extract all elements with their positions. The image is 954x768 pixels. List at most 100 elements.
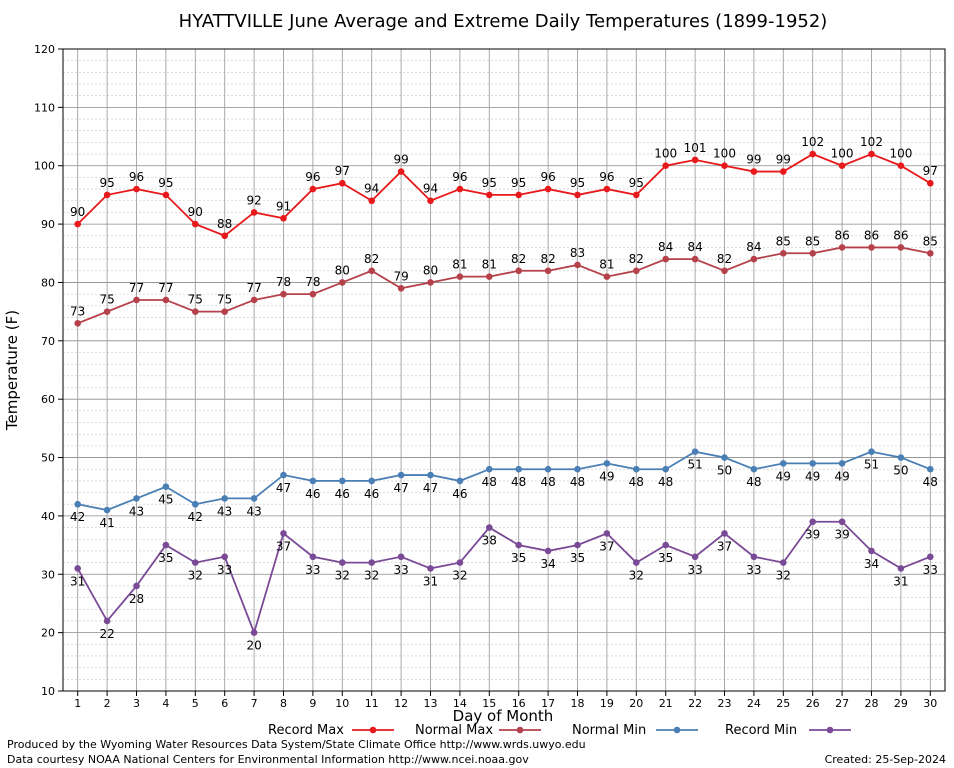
data-label: 31: [70, 574, 85, 588]
data-label: 45: [158, 493, 173, 507]
data-label: 102: [801, 135, 824, 149]
data-label: 75: [217, 293, 232, 307]
data-label: 92: [246, 193, 261, 207]
x-tick-label: 19: [600, 697, 614, 710]
x-tick-label: 6: [221, 697, 228, 710]
data-label: 48: [923, 475, 938, 489]
data-label: 38: [482, 534, 497, 548]
data-label: 35: [511, 551, 526, 565]
x-tick-label: 27: [835, 697, 849, 710]
chart-title: HYATTVILLE June Average and Extreme Dail…: [179, 11, 828, 32]
data-label: 32: [335, 569, 350, 583]
data-label: 46: [335, 487, 350, 501]
data-point: [838, 162, 846, 170]
data-label: 86: [864, 228, 879, 242]
data-point: [486, 524, 493, 531]
data-label: 78: [305, 275, 320, 289]
data-label: 81: [482, 258, 497, 272]
data-point: [280, 290, 287, 298]
data-label: 48: [570, 475, 585, 489]
data-label: 88: [217, 217, 232, 231]
data-label: 50: [717, 464, 732, 478]
data-point: [339, 559, 346, 566]
data-label: 102: [860, 135, 883, 149]
data-point: [74, 500, 81, 508]
data-point: [633, 559, 640, 566]
y-tick-label: 70: [41, 335, 55, 348]
data-point: [192, 308, 199, 315]
x-tick-label: 11: [365, 697, 379, 710]
data-point: [280, 471, 287, 479]
data-label: 37: [276, 539, 291, 553]
data-label: 28: [129, 592, 144, 606]
data-point: [221, 232, 228, 240]
x-axis-label: Day of Month: [453, 707, 554, 725]
data-label: 42: [70, 510, 85, 524]
data-point: [280, 214, 287, 222]
data-label: 35: [658, 551, 673, 565]
data-label: 77: [129, 281, 144, 295]
data-point: [162, 483, 170, 491]
data-label: 96: [540, 170, 555, 184]
data-point: [574, 261, 581, 269]
data-point: [603, 273, 611, 280]
data-label: 33: [687, 563, 702, 577]
data-point: [721, 162, 728, 170]
data-point: [662, 465, 669, 473]
data-label: 84: [687, 240, 702, 254]
data-label: 82: [511, 252, 526, 266]
data-label: 90: [70, 205, 85, 219]
data-point: [397, 284, 405, 292]
data-label: 32: [188, 569, 203, 583]
data-point: [574, 191, 581, 199]
series-layer: 90 95 96 95 90 88 92 91 96 97 94 99 94 96 95 95 96 95 96 95…: [70, 135, 938, 653]
data-label: 48: [629, 475, 644, 489]
data-point: [456, 559, 464, 566]
data-point: [133, 296, 140, 304]
data-label: 37: [717, 539, 732, 553]
legend-entry-record-min: Record Min: [725, 723, 851, 738]
data-point: [221, 553, 228, 561]
data-label: 77: [158, 281, 173, 295]
data-label: 82: [629, 252, 644, 266]
data-point: [192, 220, 199, 228]
data-point: [309, 553, 317, 561]
data-label: 96: [305, 170, 320, 184]
data-point: [927, 465, 934, 473]
data-label: 50: [893, 464, 908, 478]
data-label: 99: [746, 153, 761, 167]
legend-entry-record-max: Record Max: [268, 723, 394, 738]
data-label: 84: [746, 240, 761, 254]
data-label: 37: [599, 539, 614, 553]
x-tick-label: 18: [571, 697, 585, 710]
data-point: [456, 477, 464, 485]
x-tick-label: 13: [424, 697, 438, 710]
data-label: 86: [834, 228, 849, 242]
data-label: 48: [511, 475, 526, 489]
data-label: 48: [658, 475, 673, 489]
y-tick-label: 80: [41, 276, 55, 289]
data-label: 84: [658, 240, 673, 254]
data-point: [838, 244, 846, 251]
y-axis-label: Temperature (F): [3, 310, 21, 431]
x-tick-label: 15: [482, 697, 496, 710]
data-label: 32: [452, 569, 467, 583]
y-tick-label: 60: [41, 393, 55, 406]
legend-label: Record Max: [268, 723, 344, 738]
x-tick-label: 22: [688, 697, 702, 710]
plot-border: [62, 48, 946, 692]
data-point: [221, 495, 228, 502]
data-point: [162, 191, 170, 199]
y-tick-label: 110: [34, 101, 55, 114]
plot-frame: [62, 48, 946, 692]
series-line: [77, 246, 931, 325]
data-label: 51: [864, 458, 879, 472]
data-label: 95: [99, 176, 114, 190]
series-line: [77, 450, 931, 512]
data-point: [397, 168, 405, 175]
data-point: [750, 553, 758, 561]
data-label: 95: [482, 176, 497, 190]
data-label: 33: [923, 563, 938, 577]
data-label: 95: [570, 176, 585, 190]
data-label: 101: [684, 141, 707, 155]
